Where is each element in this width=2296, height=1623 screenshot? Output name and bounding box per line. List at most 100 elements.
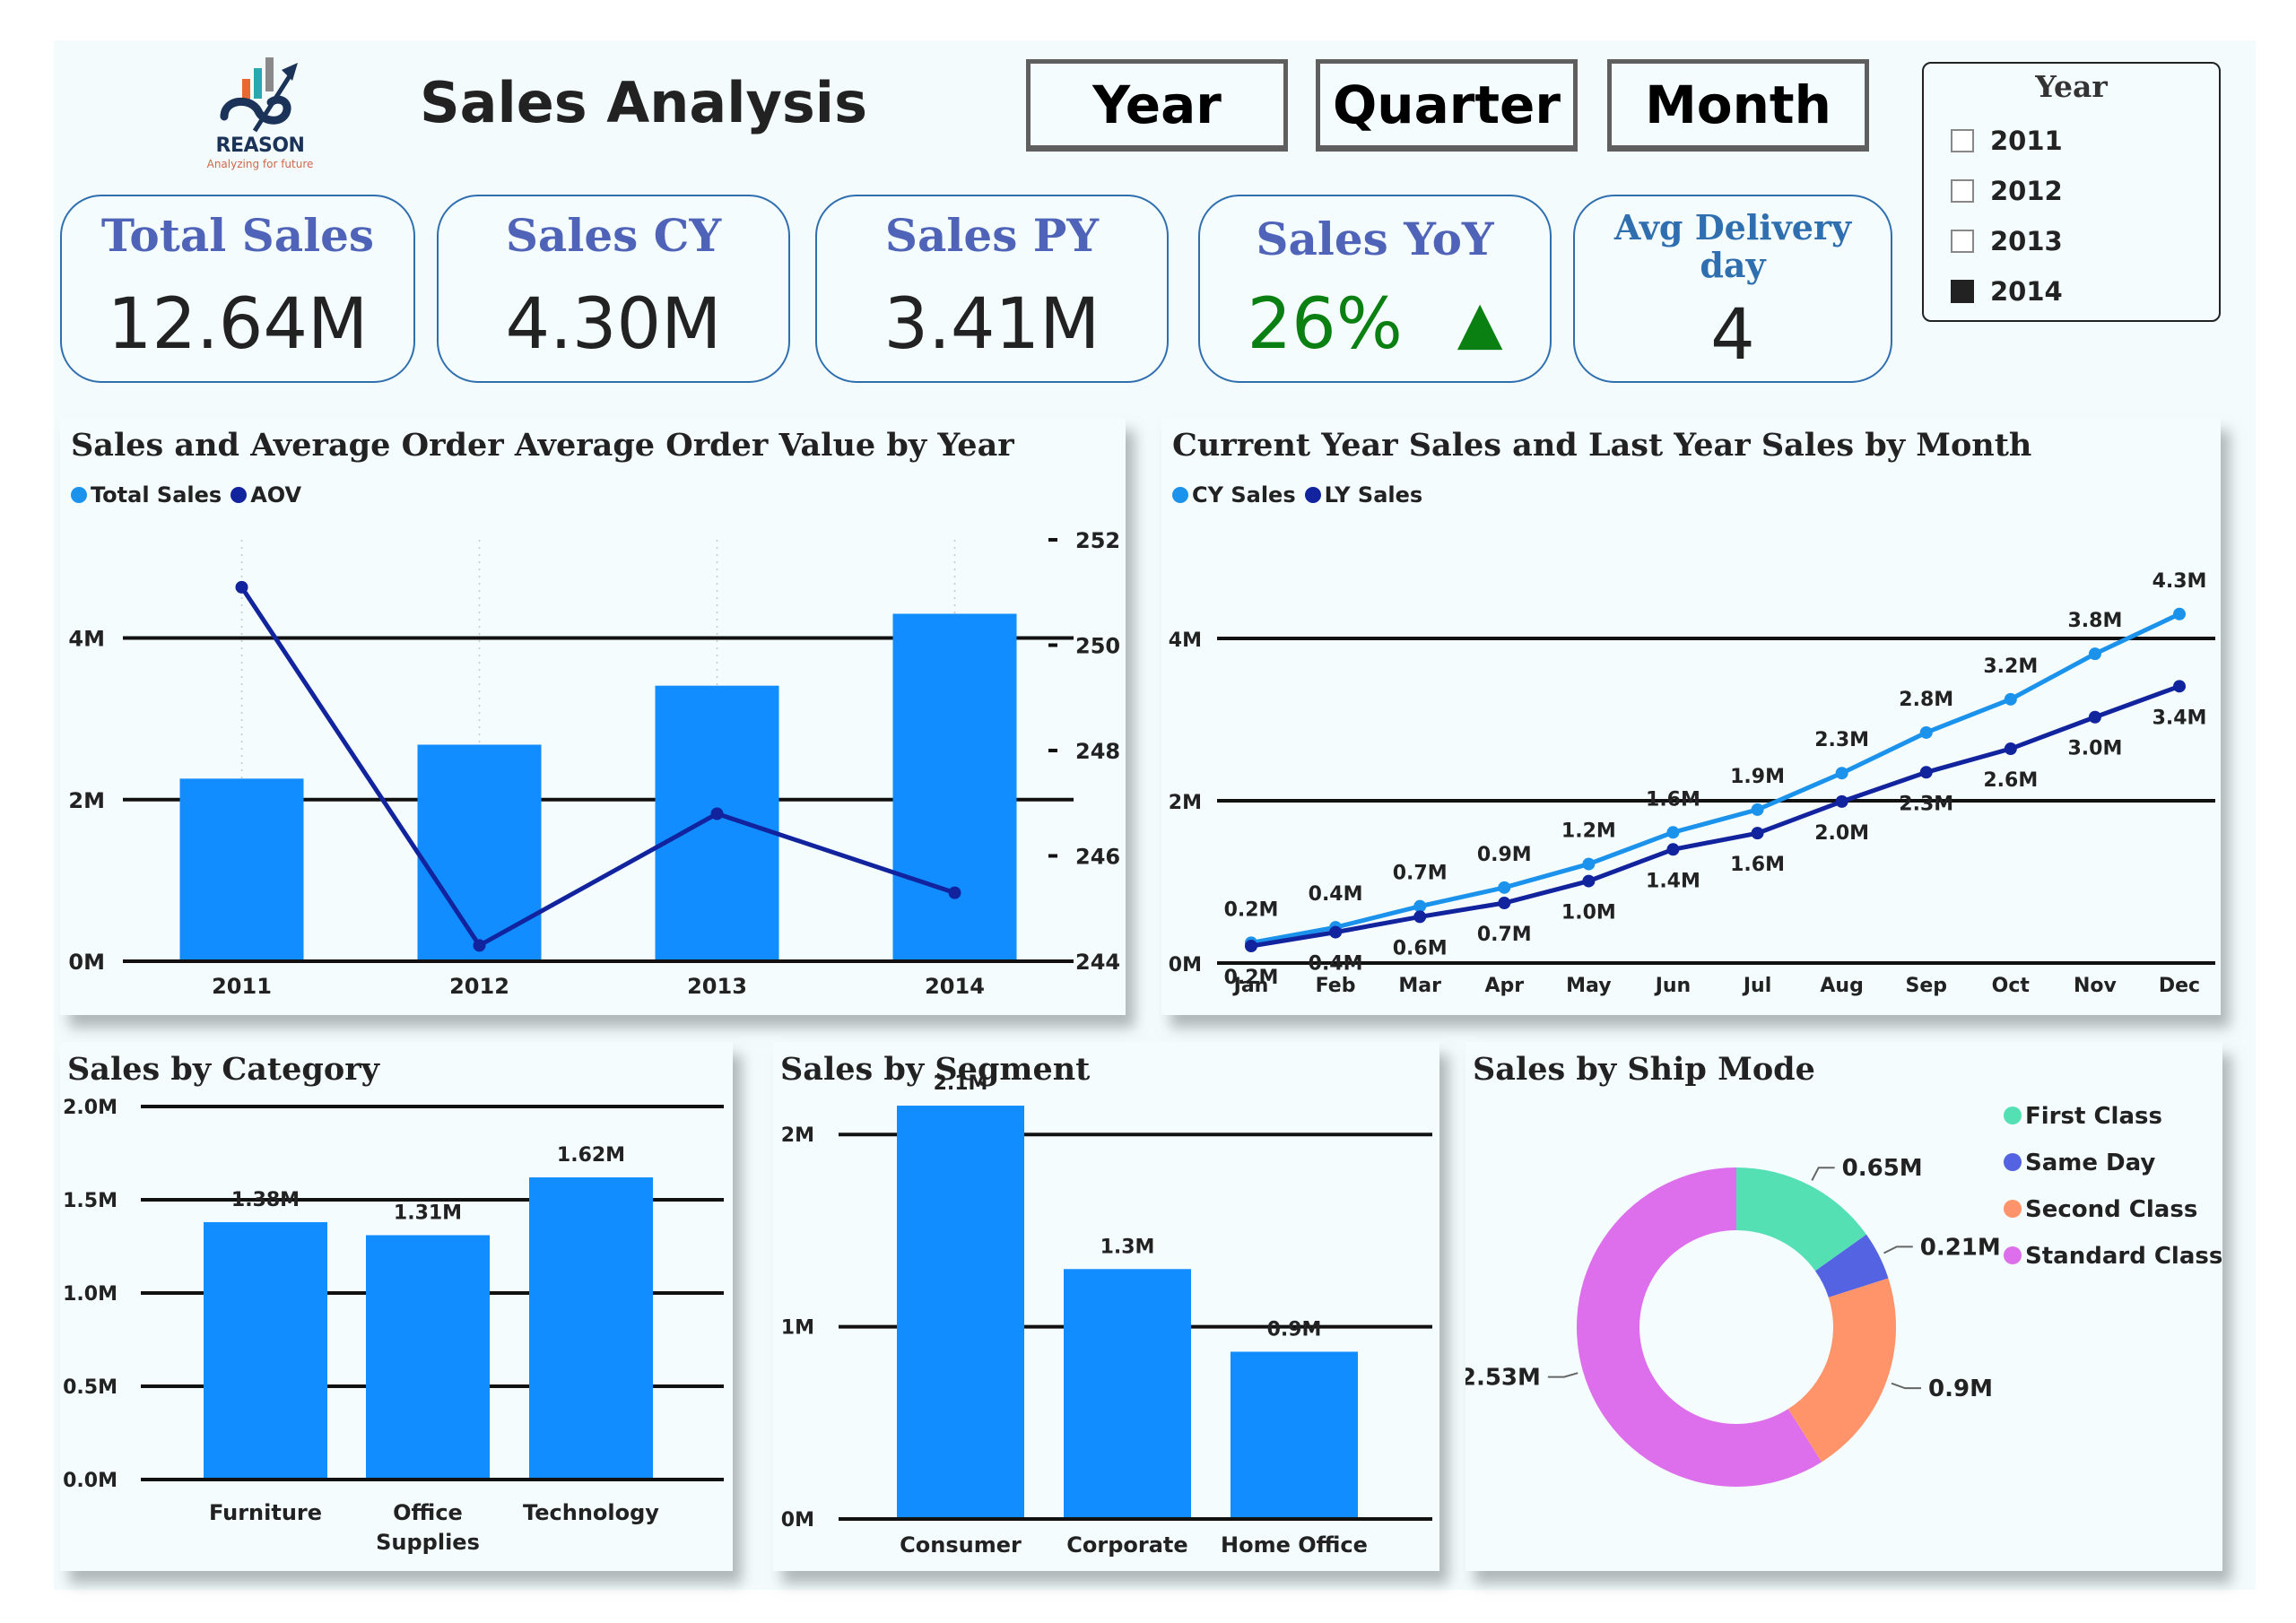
y-right-tick-label: 246: [1075, 845, 1120, 870]
ly-sales-line: [1250, 683, 2180, 949]
x-tick-label: Home Office: [1221, 1532, 1368, 1558]
year-option-2012[interactable]: 2012: [1951, 173, 2063, 209]
chart-title: Sales by Segment: [780, 1051, 1091, 1088]
chart-card-sales-aov-by-year: Sales and Average Order Average Order Va…: [60, 418, 1126, 1015]
slice-first-class: [1736, 1167, 1866, 1271]
ly-sales-point: [1329, 925, 1343, 939]
ly-data-label: 2.6M: [1983, 769, 2038, 792]
leader-line: [1547, 1372, 1578, 1378]
cy-data-label: 3.8M: [2067, 610, 2122, 632]
kpi-card-sales-yoy: Sales YoY 26% ▲: [1198, 195, 1552, 383]
cy-ly-line-chart: 0M 2M 4M 0.2M 0.4M 0.7M 0.9M 1.2M 1.6M 1.9M 2.3M 2.…: [1169, 570, 2215, 997]
year-option-2013[interactable]: 2013: [1951, 223, 2063, 259]
cy-data-label: 1.9M: [1730, 766, 1785, 788]
ly-sales-point: [1835, 794, 1848, 808]
legend-item-total-sales[interactable]: Total Sales: [71, 482, 222, 508]
x-tick-label: Office: [393, 1500, 463, 1525]
bar-total-sales: [179, 778, 304, 961]
slice-same-day: [1814, 1234, 1889, 1298]
checkbox-checked-icon[interactable]: [1951, 280, 1974, 303]
leader-line: [1883, 1245, 1913, 1254]
y-tick-label: 1.5M: [63, 1190, 117, 1212]
x-tick-label: Feb: [1316, 975, 1356, 997]
legend-dot-icon: [71, 487, 87, 503]
logo-mark-icon: [220, 57, 298, 133]
ly-data-label: 3.0M: [2067, 738, 2122, 760]
legend-dot-icon: [2004, 1200, 2022, 1218]
chart-legend: CY Sales LY Sales: [1172, 482, 1431, 508]
chart-card-sales-by-ship-mode: Sales by Ship Mode 0.65M 0.21M 0.9M 2.53M Fi…: [1465, 1042, 2222, 1571]
month-button[interactable]: Month: [1607, 59, 1869, 152]
y-tick-label: 0.5M: [63, 1376, 117, 1399]
ly-data-label: 1.4M: [1646, 870, 1700, 892]
kpi-value-row: 26% ▲: [1200, 284, 1550, 365]
kpi-card-sales-cy: Sales CY 4.30M: [437, 195, 790, 383]
checkbox-icon[interactable]: [1951, 129, 1974, 152]
data-label: 1.62M: [557, 1144, 625, 1167]
legend-label: Standard Class: [2025, 1243, 2222, 1270]
y-tick-label: 2M: [781, 1124, 814, 1147]
legend-dot-icon: [230, 487, 248, 503]
x-tick-label: Sep: [1905, 975, 1947, 997]
ly-sales-point: [1751, 827, 1764, 840]
data-label: 1.3M: [1100, 1236, 1155, 1258]
year-option-2014[interactable]: 2014: [1951, 273, 2063, 309]
year-option-2011[interactable]: 2011: [1951, 123, 2063, 159]
cy-sales-point: [1666, 826, 1680, 839]
ly-sales-point: [1919, 766, 1933, 779]
legend-item-ly-sales[interactable]: LY Sales: [1304, 482, 1422, 508]
x-tick-label: Oct: [1992, 975, 2031, 997]
kpi-label: Total Sales: [100, 209, 375, 262]
category-bar-chart: 0.0M 0.5M 1.0M 1.5M 2.0M 1.38M 1.31M 1.62M Furni…: [63, 1097, 724, 1555]
legend-label: First Class: [2025, 1103, 2162, 1130]
ship-mode-donut-chart: 0.65M 0.21M 0.9M 2.53M First Class Same Day Se…: [1465, 1103, 2222, 1487]
page-title: Sales Analysis: [420, 70, 867, 135]
bar: [1064, 1269, 1191, 1517]
kpi-card-total-sales: Total Sales 12.64M: [60, 195, 415, 383]
data-label: 1.31M: [394, 1202, 462, 1225]
kpi-label: Avg Delivery day: [1575, 209, 1891, 284]
y-right-tick-label: 250: [1075, 634, 1120, 659]
checkbox-icon[interactable]: [1951, 230, 1974, 253]
kpi-value: 26%: [1247, 284, 1403, 365]
ly-data-label: 2.0M: [1814, 822, 1869, 845]
year-button[interactable]: Year: [1026, 59, 1288, 152]
bar-total-sales: [417, 744, 542, 961]
y-tick-label: 0M: [1169, 954, 1202, 976]
y-tick-label: 1M: [781, 1317, 814, 1340]
x-tick-label: Dec: [2159, 975, 2200, 997]
x-tick-label: Jan: [1232, 975, 1269, 997]
leader-line: [1891, 1382, 1922, 1390]
legend-item-cy-sales[interactable]: CY Sales: [1172, 482, 1296, 508]
checkbox-icon[interactable]: [1951, 179, 1974, 203]
kpi-value: 4.30M: [505, 284, 722, 365]
bar-total-sales: [655, 685, 779, 961]
legend-label: CY Sales: [1192, 482, 1296, 508]
ly-sales-point: [1582, 874, 1596, 888]
y-right-tick-label: 244: [1075, 950, 1120, 975]
bar: [529, 1177, 653, 1478]
x-tick-label: Supplies: [376, 1530, 480, 1555]
aov-point: [235, 580, 248, 594]
leader-line: [1811, 1167, 1835, 1181]
ly-sales-point: [2173, 680, 2186, 693]
y-tick-label: 2.0M: [63, 1097, 117, 1119]
legend-label: Same Day: [2025, 1150, 2155, 1176]
y-left-tick-label: 0M: [68, 950, 105, 975]
quarter-button[interactable]: Quarter: [1316, 59, 1578, 152]
cy-sales-point: [1919, 725, 1933, 739]
kpi-card-sales-py: Sales PY 3.41M: [815, 195, 1169, 383]
legend-item-aov[interactable]: AOV: [230, 482, 301, 508]
x-tick-label: Apr: [1484, 975, 1524, 997]
legend-label: Second Class: [2025, 1196, 2197, 1223]
chart-title: Current Year Sales and Last Year Sales b…: [1172, 427, 2032, 464]
cy-data-label: 1.6M: [1646, 788, 1700, 811]
cy-sales-point: [2088, 647, 2101, 661]
chart-title: Sales and Average Order Average Order Va…: [71, 427, 1014, 464]
legend-dot-icon: [2004, 1246, 2022, 1264]
x-tick-label: 2011: [212, 974, 272, 999]
logo-tagline: Analyzing for future: [206, 158, 314, 170]
kpi-value: 12.64M: [107, 284, 369, 365]
slice-data-label: 0.9M: [1928, 1376, 1993, 1402]
slice-data-label: 2.53M: [1465, 1365, 1541, 1392]
